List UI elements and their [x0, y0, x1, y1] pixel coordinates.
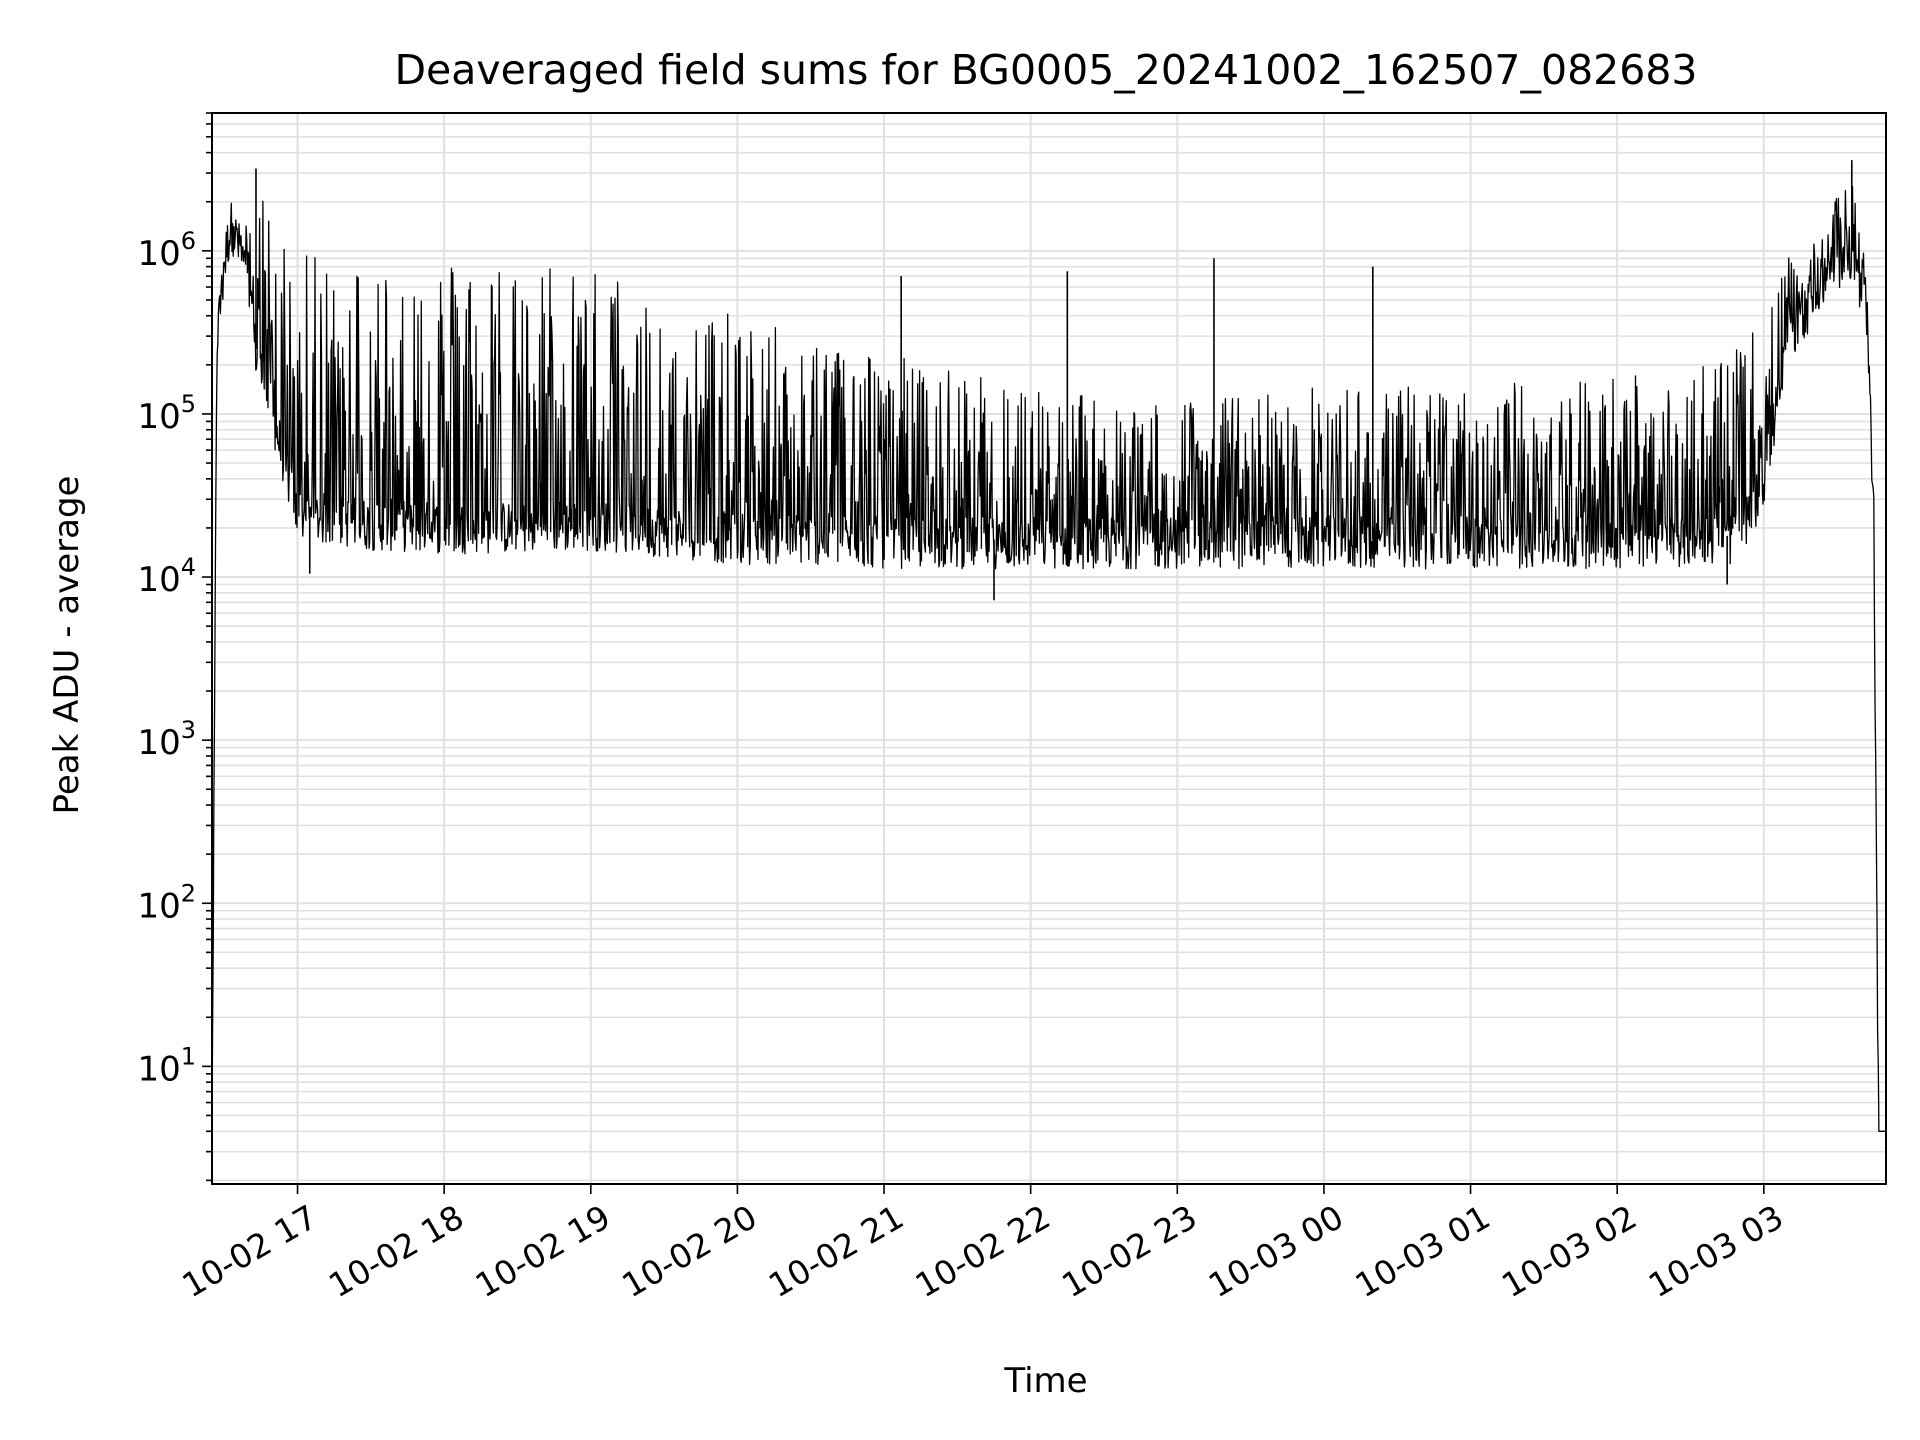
x-tick-label: 10-03 02: [1495, 1197, 1643, 1305]
x-tick-label: 10-03 00: [1202, 1197, 1350, 1305]
x-tick-label: 10-02 23: [1055, 1197, 1203, 1305]
data-series: [211, 160, 1887, 1132]
x-tick-label: 10-02 17: [176, 1197, 324, 1305]
x-tick-label: 10-02 18: [322, 1197, 470, 1305]
y-tick-label: 104: [137, 553, 196, 600]
x-tick-label: 10-03 03: [1642, 1197, 1790, 1305]
x-axis-label: Time: [1003, 1361, 1087, 1401]
x-tick-label: 10-03 01: [1349, 1197, 1497, 1305]
grid: [212, 112, 1886, 1184]
series-line: [211, 185, 1887, 1132]
y-tick-label: 106: [137, 227, 196, 274]
x-tick-label: 10-02 22: [909, 1197, 1057, 1305]
y-tick-label: 101: [137, 1042, 196, 1089]
y-tick-base: 10: [137, 234, 180, 274]
y-tick-base: 10: [137, 397, 180, 437]
x-tick-label: 10-02 21: [762, 1197, 910, 1305]
chart-title: Deaveraged field sums for BG0005_2024100…: [394, 46, 1697, 94]
y-tick-exponent: 5: [181, 390, 196, 418]
y-tick-base: 10: [137, 560, 180, 600]
y-tick-exponent: 4: [181, 553, 196, 581]
y-tick-exponent: 3: [181, 716, 196, 744]
plot-frame: [211, 112, 1887, 1185]
y-axis-label: Peak ADU - average: [47, 476, 87, 815]
x-tick-label: 10-02 19: [469, 1197, 617, 1305]
y-tick-exponent: 6: [181, 227, 196, 255]
y-tick-base: 10: [137, 1049, 180, 1089]
y-tick-exponent: 2: [181, 879, 196, 907]
y-tick-label: 102: [137, 879, 196, 926]
x-tick-label: 10-02 20: [615, 1197, 763, 1305]
y-tick-base: 10: [137, 723, 180, 763]
y-tick-label: 105: [137, 390, 196, 437]
y-tick-label: 103: [137, 716, 196, 763]
y-tick-exponent: 1: [181, 1042, 196, 1070]
y-tick-base: 10: [137, 886, 180, 926]
